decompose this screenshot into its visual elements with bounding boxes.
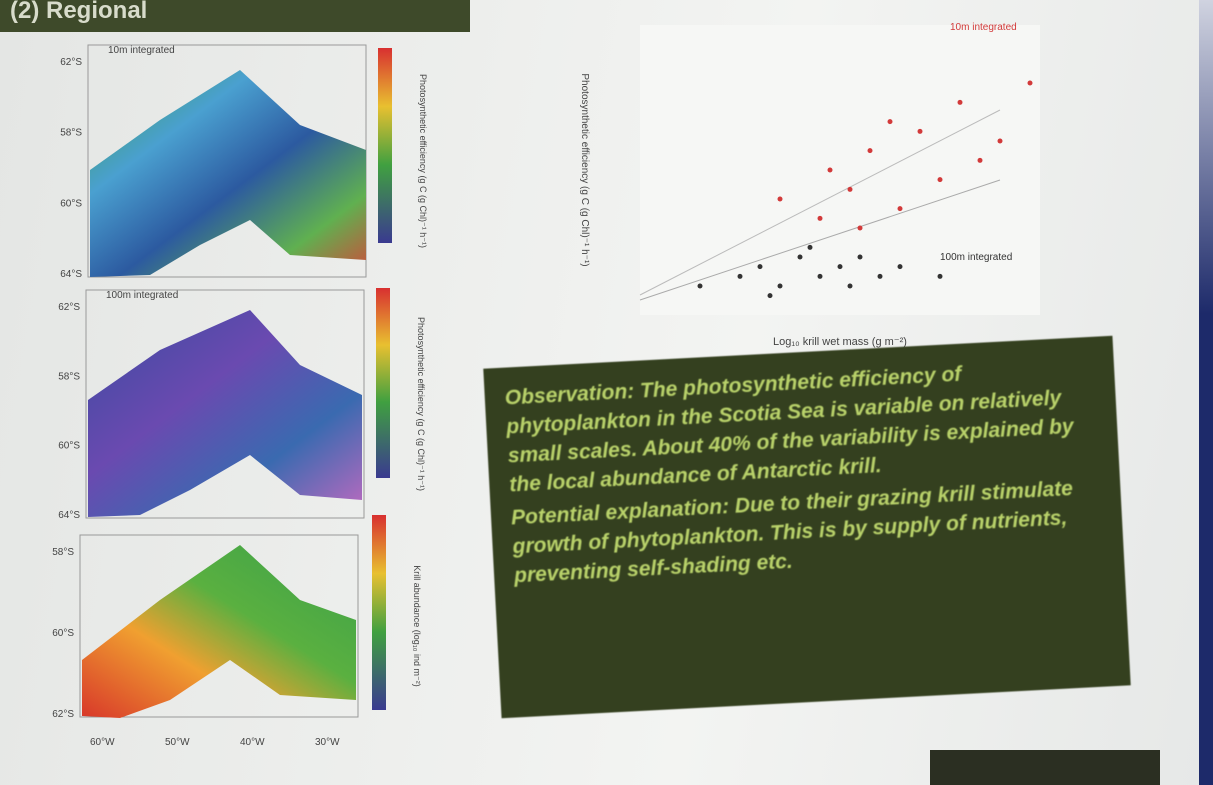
lat-label: 60°S xyxy=(60,198,82,209)
point xyxy=(758,264,763,269)
lat-label: 60°S xyxy=(52,628,74,639)
colorbar xyxy=(376,288,390,478)
x-axis-label: Log₁₀ krill wet mass (g m⁻²) xyxy=(773,336,907,348)
point xyxy=(818,216,823,221)
point xyxy=(888,119,893,124)
point xyxy=(858,226,863,231)
point xyxy=(768,293,773,298)
lat-label: 62°S xyxy=(58,302,80,313)
point xyxy=(798,255,803,260)
lon-label: 30°W xyxy=(315,737,340,748)
lon-label: 60°W xyxy=(90,737,115,748)
colorbar xyxy=(378,48,392,243)
map-field xyxy=(82,545,356,718)
observation-box: Observation: The photosynthetic efficien… xyxy=(483,336,1130,718)
point xyxy=(838,264,843,269)
point xyxy=(1028,81,1033,86)
point xyxy=(938,177,943,182)
lat-label: 58°S xyxy=(58,371,80,382)
next-section-bar xyxy=(930,750,1160,785)
board-edge xyxy=(1199,0,1213,785)
lon-label: 40°W xyxy=(240,737,265,748)
point xyxy=(698,284,703,289)
map-label: 100m integrated xyxy=(106,290,178,301)
point xyxy=(868,148,873,153)
lat-label: 64°S xyxy=(58,510,80,521)
point xyxy=(818,274,823,279)
lon-label: 50°W xyxy=(165,737,190,748)
map-label: 10m integrated xyxy=(108,45,175,56)
lat-label: 62°S xyxy=(60,57,82,68)
map-field xyxy=(90,70,366,277)
point xyxy=(828,168,833,173)
point xyxy=(738,274,743,279)
map-panels: 10m integrated 62°S 58°S 60°S 64°S Photosynth… xyxy=(0,0,480,785)
point xyxy=(938,274,943,279)
y-axis-label: Photosynthetic efficiency (g C (g Chl)⁻¹… xyxy=(579,73,590,266)
point xyxy=(848,284,853,289)
colorbar-label: Photosynthetic efficiency (g C (g Chl)⁻¹… xyxy=(416,317,426,491)
lat-label: 62°S xyxy=(52,709,74,720)
point xyxy=(778,197,783,202)
point xyxy=(898,264,903,269)
colorbar-label: Krill abundance (log₁₀ ind m⁻²) xyxy=(412,565,422,687)
colorbar-label: Photosynthetic efficiency (g C (g Chl)⁻¹… xyxy=(418,74,428,248)
legend-label: 100m integrated xyxy=(940,252,1012,263)
point xyxy=(778,284,783,289)
point xyxy=(898,206,903,211)
lat-label: 60°S xyxy=(58,441,80,452)
point xyxy=(998,139,1003,144)
plot-area xyxy=(640,25,1040,315)
colorbar xyxy=(372,515,386,710)
lat-label: 58°S xyxy=(60,128,82,139)
point xyxy=(808,245,813,250)
map-field xyxy=(88,310,362,517)
point xyxy=(958,100,963,105)
lat-label: 64°S xyxy=(60,269,82,280)
legend-label: 10m integrated xyxy=(950,22,1017,33)
point xyxy=(918,129,923,134)
scatter-chart: Log₁₀ krill wet mass (g m⁻²) Photosynthet… xyxy=(560,0,1120,360)
point xyxy=(858,255,863,260)
poster: (2) Regional 10m integrated62°S58°S60°S6… xyxy=(0,0,1213,785)
point xyxy=(848,187,853,192)
point xyxy=(878,274,883,279)
point xyxy=(978,158,983,163)
lat-label: 58°S xyxy=(52,547,74,558)
